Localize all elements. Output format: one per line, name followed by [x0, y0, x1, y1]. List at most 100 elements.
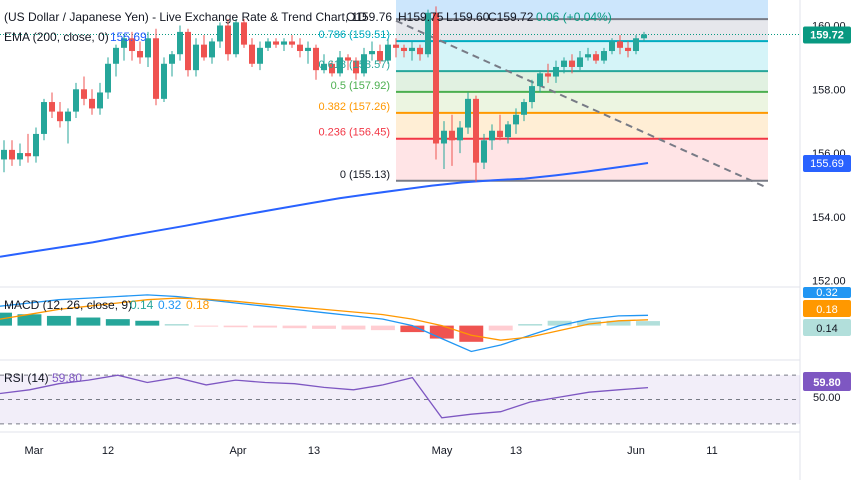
rsi-line: [0, 374, 649, 419]
candle-body: [537, 73, 543, 87]
time-tick-label: 11: [706, 445, 717, 457]
macd-histogram-bar: [547, 320, 572, 326]
svg-text:59.80: 59.80: [813, 377, 841, 389]
candle-body: [377, 51, 383, 61]
fib-zone: [396, 91, 768, 113]
ohlc-low: L159.60: [446, 10, 490, 24]
candles: [1, 6, 647, 182]
svg-text:155.69: 155.69: [810, 158, 844, 170]
macd-histogram-bar: [0, 312, 12, 326]
candle-body: [425, 12, 431, 55]
candle-body: [385, 44, 391, 61]
ohlc-close: C159.72: [488, 10, 534, 24]
rsi-badge: 59.80: [803, 372, 851, 391]
rsi-level-label: 50.00: [813, 392, 841, 404]
macd-histogram-bar: [370, 325, 395, 331]
svg-text:0.32: 0.32: [816, 287, 837, 299]
fib-zone: [396, 19, 768, 42]
time-tick-label: 13: [510, 445, 522, 457]
candle-body: [529, 86, 535, 103]
ohlc-change: 0.06 (+0.04%): [536, 10, 612, 24]
candle-body: [137, 51, 143, 58]
candle-body: [401, 47, 407, 52]
candle-body: [57, 111, 63, 122]
macd-histogram-bar: [105, 319, 130, 326]
trend-line: [395, 19, 769, 190]
price-tick-label: 152.00: [812, 276, 846, 288]
candle-body: [161, 63, 167, 99]
candle-body: [113, 47, 119, 64]
macd-histogram-bar: [282, 325, 307, 329]
candle-body: [73, 89, 79, 112]
macd-signal-badge: 0.18: [803, 300, 851, 317]
candle-body: [233, 22, 239, 55]
candle-body: [297, 44, 303, 52]
candle-body: [409, 47, 415, 52]
time-tick-label: 12: [102, 445, 114, 457]
fibonacci-labels: 0.786 (159.51) 0.618 (158.57) 0.5 (157.92)…: [318, 29, 390, 181]
candle-body: [489, 130, 495, 141]
macd-histogram-bar: [253, 325, 278, 328]
candle-body: [513, 114, 519, 125]
macd-histogram-bar: [223, 325, 248, 328]
rsi-legend-label: RSI (14): [4, 371, 49, 385]
time-tick-label: 13: [308, 445, 320, 457]
rsi-levels: [0, 374, 800, 425]
macd-histogram-bar: [194, 325, 219, 327]
macd-histogram-bar: [577, 320, 602, 326]
candle-body: [345, 57, 351, 61]
price-tick-label: 158.00: [812, 84, 846, 96]
candle-body: [41, 102, 47, 134]
candle-body: [369, 51, 375, 55]
candle-body: [361, 54, 367, 74]
ema-legend-label: EMA (200, close, 0): [4, 30, 109, 44]
rsi-legend-value: 59.80: [52, 371, 82, 385]
candle-body: [289, 41, 295, 45]
fib-zone: [396, 71, 768, 92]
candle-body: [241, 22, 247, 45]
candle-body: [329, 63, 335, 74]
candle-body: [353, 60, 359, 74]
candle-body: [393, 44, 399, 48]
macd-histogram-bar: [518, 324, 543, 326]
chart-title: (US Dollar / Japanese Yen) - Live Exchan…: [4, 10, 367, 24]
candle-body: [49, 102, 55, 112]
fib-level-label: 0.236 (156.45): [318, 127, 390, 139]
svg-text:0.14: 0.14: [816, 323, 837, 335]
ema-legend-value: 155.69: [110, 30, 147, 44]
candle-body: [121, 38, 127, 48]
fib-top-zone: [396, 0, 768, 20]
candle-body: [17, 153, 23, 160]
macd-histogram-bar: [164, 324, 189, 326]
candle-body: [281, 41, 287, 45]
candle-body: [97, 92, 103, 109]
candle-body: [321, 63, 327, 71]
time-axis[interactable]: Mar 12 Apr 13 May 13 Jun 11: [25, 445, 718, 457]
candle-body: [153, 38, 159, 99]
macd-legend-line: 0.32: [158, 298, 182, 312]
candle-body: [313, 47, 319, 71]
price-tick-label: 154.00: [812, 212, 846, 224]
candle-body: [257, 47, 263, 64]
macd-line-badge: 0.32: [803, 287, 851, 299]
macd-histogram-bar: [400, 325, 425, 333]
candle-body: [249, 44, 255, 64]
fibonacci-lines: [396, 18, 768, 182]
time-tick-label: May: [432, 445, 453, 457]
macd-histogram-bar: [341, 325, 366, 330]
macd-histogram-bar: [488, 325, 513, 331]
candle-body: [273, 41, 279, 45]
candle-body: [265, 41, 271, 48]
candle-body: [449, 130, 455, 141]
candle-body: [145, 38, 151, 58]
candle-body: [193, 44, 199, 71]
candle-body: [553, 66, 559, 77]
macd-histogram-bar: [135, 320, 160, 326]
candle-body: [617, 41, 623, 48]
candle-body: [305, 47, 311, 52]
candle-body: [497, 130, 503, 138]
candle-body: [9, 149, 15, 160]
macd-histogram-bar: [17, 314, 42, 326]
